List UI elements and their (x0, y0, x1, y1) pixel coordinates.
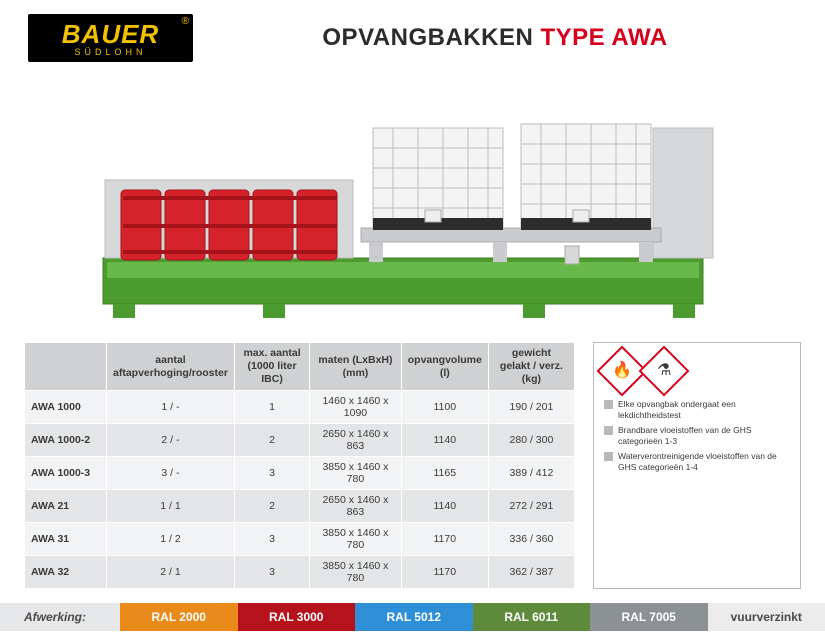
row-name: AWA 1000-2 (25, 424, 107, 457)
table-row: AWA 322 / 133850 x 1460 x 7801170362 / 3… (25, 556, 575, 589)
info-note: Waterverontreinigende vloeistoffen van d… (604, 451, 790, 474)
table-cell: 3850 x 1460 x 780 (310, 523, 402, 556)
table-cell: 2 (234, 490, 309, 523)
th-0: aantalaftapverhoging/rooster (107, 343, 235, 391)
color-swatch: RAL 7005 (590, 603, 708, 631)
th-1: max. aantal(1000 liter IBC) (234, 343, 309, 391)
info-note: Brandbare vloeistoffen van de GHS catego… (604, 425, 790, 448)
drums (121, 190, 337, 260)
info-note-text: Waterverontreinigende vloeistoffen van d… (618, 451, 790, 474)
brand-logo: ® BAUER SÜDLOHN (28, 14, 193, 62)
table-cell: 1 / 1 (107, 490, 235, 523)
table-cell: 3 (234, 556, 309, 589)
table-cell: 1170 (401, 523, 488, 556)
color-swatch: RAL 2000 (120, 603, 238, 631)
bullet-icon (604, 426, 613, 435)
table-row: AWA 311 / 233850 x 1460 x 7801170336 / 3… (25, 523, 575, 556)
ghs-oxidizer-icon: ⚗ (639, 346, 690, 397)
product-illustration (93, 78, 733, 328)
table-cell: 2 / - (107, 424, 235, 457)
ibc-left (373, 128, 503, 230)
table-cell: 1 (234, 391, 309, 424)
table-cell: 2650 x 1460 x 863 (310, 490, 402, 523)
row-name: AWA 32 (25, 556, 107, 589)
finish-label: Afwerking: (0, 603, 120, 631)
table-cell: 2 (234, 424, 309, 457)
logo-sub: SÜDLOHN (74, 47, 146, 57)
color-swatch: RAL 3000 (238, 603, 356, 631)
table-cell: 1 / 2 (107, 523, 235, 556)
table-row: AWA 211 / 122650 x 1460 x 8631140272 / 2… (25, 490, 575, 523)
row-name: AWA 31 (25, 523, 107, 556)
table-cell: 1460 x 1460 x 1090 (310, 391, 402, 424)
row-name: AWA 1000-3 (25, 457, 107, 490)
table-cell: 2650 x 1460 x 863 (310, 424, 402, 457)
info-note-text: Brandbare vloeistoffen van de GHS catego… (618, 425, 790, 448)
table-cell: 3850 x 1460 x 780 (310, 457, 402, 490)
bullet-icon (604, 452, 613, 461)
table-cell: 389 / 412 (488, 457, 574, 490)
ibc-right (521, 124, 651, 230)
table-cell: 3 (234, 457, 309, 490)
color-swatch: RAL 5012 (355, 603, 473, 631)
color-swatch: vuurverzinkt (708, 603, 825, 631)
table-row: AWA 10001 / -11460 x 1460 x 10901100190 … (25, 391, 575, 424)
color-swatch: RAL 6011 (473, 603, 591, 631)
table-cell: 1140 (401, 424, 488, 457)
table-cell: 3 (234, 523, 309, 556)
finish-bar: Afwerking: RAL 2000RAL 3000RAL 5012RAL 6… (0, 603, 825, 631)
table-cell: 1170 (401, 556, 488, 589)
table-cell: 280 / 300 (488, 424, 574, 457)
th-3: opvangvolume(l) (401, 343, 488, 391)
table-cell: 272 / 291 (488, 490, 574, 523)
th-blank (25, 343, 107, 391)
th-4: gewichtgelakt / verz. (kg) (488, 343, 574, 391)
info-note-text: Elke opvangbak ondergaat een lekdichthei… (618, 399, 790, 422)
info-note: Elke opvangbak ondergaat een lekdichthei… (604, 399, 790, 422)
logo-reg: ® (182, 16, 189, 27)
table-cell: 3 / - (107, 457, 235, 490)
table-row: AWA 1000-22 / -22650 x 1460 x 8631140280… (25, 424, 575, 457)
table-cell: 190 / 201 (488, 391, 574, 424)
table-row: AWA 1000-33 / -33850 x 1460 x 7801165389… (25, 457, 575, 490)
title-part1: OPVANGBAKKEN (322, 24, 540, 51)
table-cell: 2 / 1 (107, 556, 235, 589)
table-cell: 1 / - (107, 391, 235, 424)
row-name: AWA 1000 (25, 391, 107, 424)
info-box: 🔥 ⚗ Elke opvangbak ondergaat een lekdich… (593, 342, 801, 589)
table-cell: 362 / 387 (488, 556, 574, 589)
spec-table: aantalaftapverhoging/rooster max. aantal… (24, 342, 575, 589)
logo-brand: BAUER (62, 19, 159, 50)
bullet-icon (604, 400, 613, 409)
table-cell: 3850 x 1460 x 780 (310, 556, 402, 589)
table-cell: 336 / 360 (488, 523, 574, 556)
table-cell: 1100 (401, 391, 488, 424)
title-part2: TYPE AWA (540, 24, 667, 51)
row-name: AWA 21 (25, 490, 107, 523)
table-cell: 1140 (401, 490, 488, 523)
page-title: OPVANGBAKKEN TYPE AWA (193, 24, 797, 52)
table-cell: 1165 (401, 457, 488, 490)
th-2: maten (LxBxH)(mm) (310, 343, 402, 391)
